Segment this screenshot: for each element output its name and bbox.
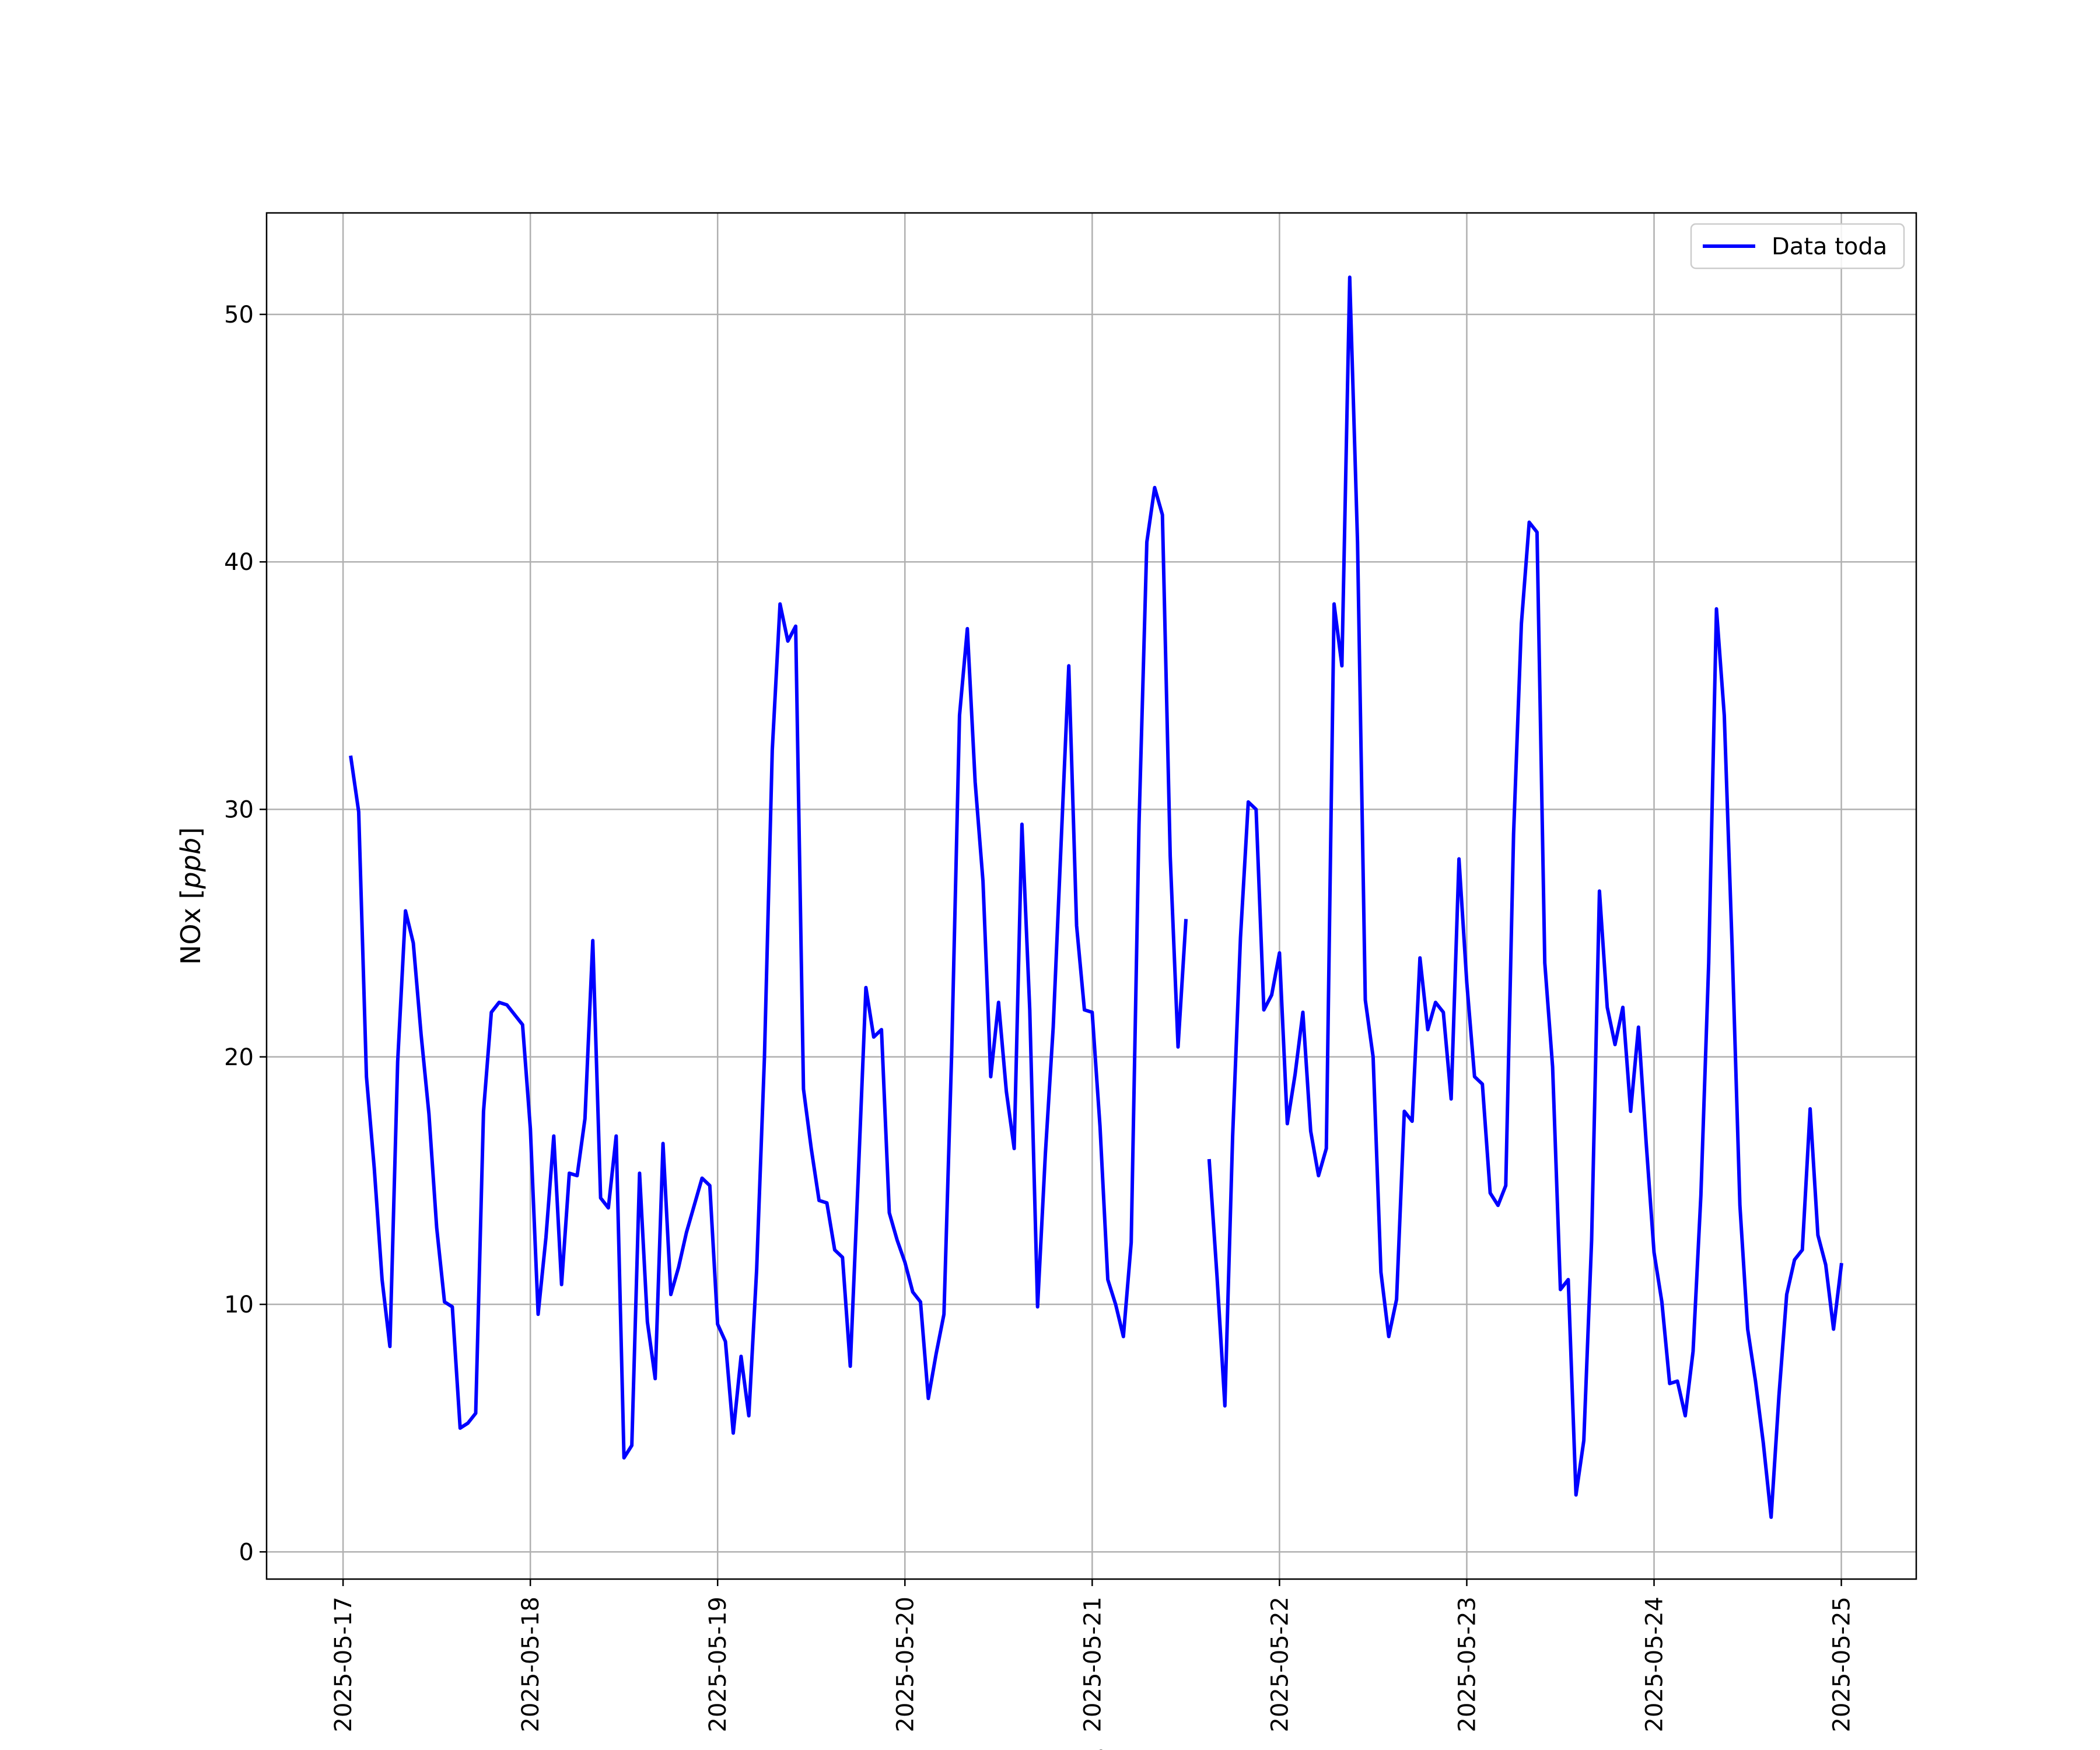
y-axis-label: NOx [ppb] xyxy=(175,827,206,965)
y-axis: 0 10 20 30 40 50 xyxy=(224,302,267,1566)
plot-frame xyxy=(265,212,1917,1580)
y-tick-label: 40 xyxy=(224,549,254,576)
x-tick-label: 2025-05-19 xyxy=(705,1597,732,1732)
y-axis-label-bracket-open: [ xyxy=(175,889,206,900)
legend-label: Data toda xyxy=(1772,233,1887,260)
y-axis-label-main: NOx xyxy=(175,900,206,965)
grid xyxy=(267,213,1916,1579)
y-tick-label: 10 xyxy=(224,1292,254,1318)
plot-background xyxy=(267,213,1916,1579)
y-tick-label: 30 xyxy=(224,797,254,824)
x-tick-label: 2025-05-23 xyxy=(1454,1597,1480,1732)
y-axis-label-bracket-close: ] xyxy=(175,827,206,838)
y-tick-label: 50 xyxy=(224,302,254,328)
legend-box xyxy=(1690,223,1905,270)
y-axis-label-unit: ppb xyxy=(175,838,206,890)
x-tick-label: 2025-05-17 xyxy=(330,1597,357,1732)
x-tick-label: 2025-05-25 xyxy=(1829,1597,1856,1732)
x-tick-label: 2025-05-20 xyxy=(892,1597,919,1732)
x-tick-label: 2025-05-18 xyxy=(517,1597,544,1732)
x-tick-label: 2025-05-22 xyxy=(1266,1597,1293,1732)
x-axis-label: Fecha xyxy=(1052,1745,1131,1750)
series-layer xyxy=(349,275,1843,1519)
y-tick-label: 20 xyxy=(224,1044,254,1071)
y-tick-label: 0 xyxy=(239,1539,254,1566)
x-axis: 2025-05-17 2025-05-18 2025-05-19 2025-05-20… xyxy=(330,1579,1856,1732)
x-tick-label: 2025-05-21 xyxy=(1079,1597,1106,1732)
x-tick-label: 2025-05-24 xyxy=(1642,1597,1668,1732)
series-line-data-toda xyxy=(349,275,1843,1519)
legend: Data toda xyxy=(1690,223,1905,270)
